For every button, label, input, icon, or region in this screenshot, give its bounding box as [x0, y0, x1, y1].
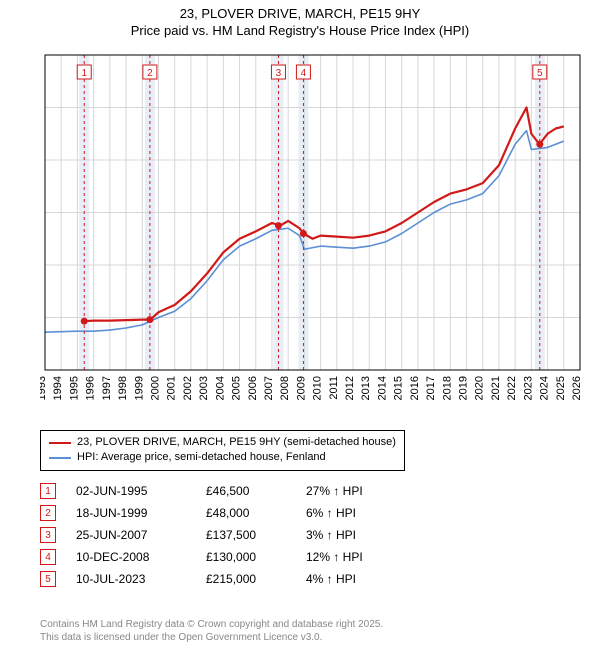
legend-row: 23, PLOVER DRIVE, MARCH, PE15 9HY (semi-… — [49, 435, 396, 450]
title-line2: Price paid vs. HM Land Registry's House … — [0, 23, 600, 40]
svg-text:2023: 2023 — [522, 376, 534, 400]
sale-marker-3: 3 — [40, 527, 56, 543]
svg-text:2021: 2021 — [490, 376, 502, 400]
svg-text:3: 3 — [276, 68, 282, 79]
sale-date: 10-DEC-2008 — [76, 550, 206, 564]
sale-price: £130,000 — [206, 550, 306, 564]
sale-date: 10-JUL-2023 — [76, 572, 206, 586]
svg-text:1994: 1994 — [52, 376, 64, 400]
legend-row: HPI: Average price, semi-detached house,… — [49, 450, 396, 465]
chart-title: 23, PLOVER DRIVE, MARCH, PE15 9HY Price … — [0, 0, 600, 40]
svg-text:1997: 1997 — [101, 376, 113, 400]
sale-marker-2: 2 — [40, 505, 56, 521]
svg-text:2020: 2020 — [474, 376, 486, 400]
svg-text:2012: 2012 — [344, 376, 356, 400]
table-row: 2 18-JUN-1999 £48,000 6% ↑ HPI — [40, 502, 396, 524]
sale-date: 18-JUN-1999 — [76, 506, 206, 520]
legend-label-1: HPI: Average price, semi-detached house,… — [77, 450, 326, 465]
svg-text:2017: 2017 — [425, 376, 437, 400]
sale-price: £215,000 — [206, 572, 306, 586]
svg-text:2011: 2011 — [328, 376, 340, 400]
svg-text:2025: 2025 — [555, 376, 567, 400]
svg-text:5: 5 — [537, 68, 543, 79]
svg-text:2010: 2010 — [312, 376, 324, 400]
legend: 23, PLOVER DRIVE, MARCH, PE15 9HY (semi-… — [40, 430, 405, 471]
svg-text:2014: 2014 — [376, 376, 388, 400]
svg-text:2000: 2000 — [149, 376, 161, 400]
svg-text:2002: 2002 — [182, 376, 194, 400]
svg-text:2009: 2009 — [295, 376, 307, 400]
sale-diff: 3% ↑ HPI — [306, 528, 396, 542]
svg-text:2001: 2001 — [166, 376, 178, 400]
sale-date: 25-JUN-2007 — [76, 528, 206, 542]
svg-text:2008: 2008 — [279, 376, 291, 400]
sale-marker-4: 4 — [40, 549, 56, 565]
svg-text:1995: 1995 — [68, 376, 80, 400]
svg-text:1993: 1993 — [40, 376, 48, 400]
svg-text:1996: 1996 — [85, 376, 97, 400]
svg-text:2026: 2026 — [571, 376, 583, 400]
svg-text:2019: 2019 — [458, 376, 470, 400]
svg-text:2015: 2015 — [393, 376, 405, 400]
sale-date: 02-JUN-1995 — [76, 484, 206, 498]
svg-text:2022: 2022 — [506, 376, 518, 400]
chart-svg: £0£50K£100K£150K£200K£250K£300K199319941… — [40, 50, 585, 400]
sale-price: £46,500 — [206, 484, 306, 498]
sale-diff: 4% ↑ HPI — [306, 572, 396, 586]
svg-text:2016: 2016 — [409, 376, 421, 400]
svg-text:2018: 2018 — [441, 376, 453, 400]
sale-diff: 6% ↑ HPI — [306, 506, 396, 520]
legend-label-0: 23, PLOVER DRIVE, MARCH, PE15 9HY (semi-… — [77, 435, 396, 450]
sale-diff: 27% ↑ HPI — [306, 484, 396, 498]
table-row: 1 02-JUN-1995 £46,500 27% ↑ HPI — [40, 480, 396, 502]
title-line1: 23, PLOVER DRIVE, MARCH, PE15 9HY — [0, 6, 600, 23]
svg-text:2: 2 — [147, 68, 153, 79]
svg-text:2007: 2007 — [263, 376, 275, 400]
page: { "title_line1": "23, PLOVER DRIVE, MARC… — [0, 0, 600, 650]
svg-text:2006: 2006 — [247, 376, 259, 400]
svg-text:2004: 2004 — [214, 376, 226, 400]
table-row: 4 10-DEC-2008 £130,000 12% ↑ HPI — [40, 546, 396, 568]
svg-text:2013: 2013 — [360, 376, 372, 400]
svg-text:4: 4 — [301, 68, 307, 79]
sale-diff: 12% ↑ HPI — [306, 550, 396, 564]
svg-text:2005: 2005 — [231, 376, 243, 400]
legend-swatch-0 — [49, 442, 71, 444]
sales-table: 1 02-JUN-1995 £46,500 27% ↑ HPI 2 18-JUN… — [40, 480, 396, 590]
footnote: Contains HM Land Registry data © Crown c… — [40, 618, 383, 644]
footnote-line2: This data is licensed under the Open Gov… — [40, 631, 383, 644]
sale-marker-5: 5 — [40, 571, 56, 587]
chart-area: £0£50K£100K£150K£200K£250K£300K199319941… — [40, 50, 585, 400]
sale-price: £137,500 — [206, 528, 306, 542]
legend-swatch-1 — [49, 457, 71, 459]
svg-text:1998: 1998 — [117, 376, 129, 400]
svg-text:1: 1 — [81, 68, 87, 79]
footnote-line1: Contains HM Land Registry data © Crown c… — [40, 618, 383, 631]
table-row: 5 10-JUL-2023 £215,000 4% ↑ HPI — [40, 568, 396, 590]
sale-marker-1: 1 — [40, 483, 56, 499]
table-row: 3 25-JUN-2007 £137,500 3% ↑ HPI — [40, 524, 396, 546]
svg-text:2024: 2024 — [539, 376, 551, 400]
sale-price: £48,000 — [206, 506, 306, 520]
svg-text:1999: 1999 — [133, 376, 145, 400]
svg-text:2003: 2003 — [198, 376, 210, 400]
